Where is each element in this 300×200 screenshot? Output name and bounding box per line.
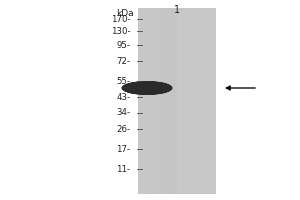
Bar: [187, 8, 189, 194]
Bar: [165, 8, 167, 194]
Bar: [206, 8, 208, 194]
Ellipse shape: [123, 82, 171, 94]
Bar: [210, 8, 212, 194]
Bar: [181, 8, 183, 194]
Bar: [208, 8, 210, 194]
Bar: [189, 8, 191, 194]
Ellipse shape: [122, 81, 172, 95]
Text: 26-: 26-: [116, 124, 130, 134]
Ellipse shape: [123, 82, 171, 94]
Ellipse shape: [127, 84, 167, 92]
Text: kDa: kDa: [116, 9, 134, 18]
Bar: [200, 8, 202, 194]
Ellipse shape: [124, 83, 170, 93]
Bar: [191, 8, 193, 194]
Bar: [155, 8, 158, 194]
Bar: [152, 8, 154, 194]
Bar: [185, 8, 187, 194]
Ellipse shape: [122, 81, 172, 95]
Bar: [171, 8, 173, 194]
Text: 11-: 11-: [116, 164, 130, 173]
Bar: [150, 8, 152, 194]
Bar: [160, 8, 161, 194]
Ellipse shape: [126, 83, 168, 93]
Ellipse shape: [126, 84, 168, 92]
Ellipse shape: [123, 82, 171, 94]
Ellipse shape: [124, 82, 170, 94]
Ellipse shape: [124, 82, 170, 94]
Ellipse shape: [124, 83, 170, 93]
Ellipse shape: [122, 81, 172, 95]
Ellipse shape: [124, 82, 170, 94]
Ellipse shape: [123, 82, 171, 94]
Text: 34-: 34-: [116, 108, 130, 117]
Bar: [158, 8, 160, 194]
Ellipse shape: [125, 83, 169, 93]
Bar: [140, 8, 142, 194]
Text: 43-: 43-: [116, 92, 130, 102]
Ellipse shape: [127, 84, 167, 92]
Bar: [214, 8, 216, 194]
Ellipse shape: [124, 83, 170, 93]
Bar: [212, 8, 214, 194]
Bar: [175, 8, 177, 194]
Bar: [142, 8, 144, 194]
Ellipse shape: [127, 84, 167, 92]
Text: 55-: 55-: [116, 76, 130, 86]
Text: 72-: 72-: [116, 56, 130, 66]
Ellipse shape: [123, 82, 171, 94]
Bar: [161, 8, 163, 194]
Text: 95-: 95-: [116, 40, 130, 49]
Bar: [148, 8, 150, 194]
Bar: [138, 8, 140, 194]
Bar: [194, 8, 196, 194]
Bar: [167, 8, 169, 194]
Bar: [173, 8, 175, 194]
Bar: [202, 8, 204, 194]
Ellipse shape: [126, 84, 168, 92]
Text: 1: 1: [174, 5, 180, 15]
Bar: [163, 8, 165, 194]
Bar: [199, 8, 200, 194]
Bar: [183, 8, 185, 194]
Bar: [204, 8, 206, 194]
Bar: [154, 8, 155, 194]
Ellipse shape: [125, 83, 169, 93]
Text: 170-: 170-: [111, 15, 130, 23]
Ellipse shape: [127, 84, 167, 92]
Text: 17-: 17-: [116, 144, 130, 154]
Bar: [196, 8, 199, 194]
Ellipse shape: [126, 84, 168, 92]
Text: 130-: 130-: [111, 26, 130, 36]
Ellipse shape: [122, 82, 172, 94]
Ellipse shape: [125, 83, 169, 93]
Bar: [144, 8, 146, 194]
Ellipse shape: [125, 83, 169, 93]
Bar: [193, 8, 194, 194]
Bar: [177, 8, 179, 194]
Ellipse shape: [122, 81, 172, 95]
Bar: [179, 8, 181, 194]
Bar: [138, 8, 216, 194]
Ellipse shape: [122, 81, 172, 95]
Bar: [169, 8, 171, 194]
Ellipse shape: [125, 83, 169, 93]
Bar: [146, 8, 148, 194]
Ellipse shape: [126, 84, 168, 92]
